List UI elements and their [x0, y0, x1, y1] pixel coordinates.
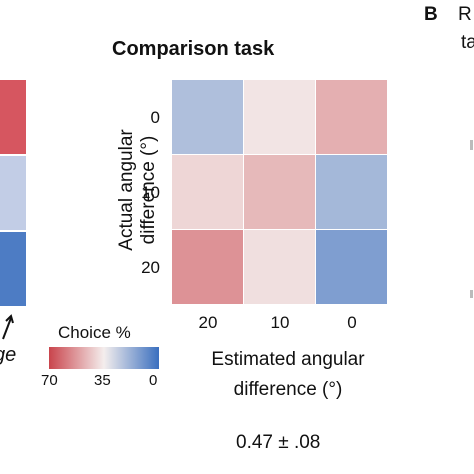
y-tick-label: 10	[141, 182, 160, 202]
heatmap-cell	[316, 155, 387, 229]
left-cropped-italic-text: ge	[0, 344, 17, 366]
x-axis-label: Estimated angular difference (°)	[211, 349, 365, 400]
heatmap-grid	[172, 80, 388, 305]
colorbar-tick-70: 70	[41, 372, 58, 389]
right-cropped-mark-1	[470, 140, 473, 150]
heatmap-cell	[172, 80, 243, 154]
heatmap-cell	[316, 230, 387, 304]
x-tick-label: 0	[347, 313, 357, 332]
x-tick-label: 20	[198, 313, 218, 332]
heatmap-cell	[172, 155, 243, 229]
chart-title: Comparison task	[112, 38, 275, 60]
heatmap-cell	[244, 80, 315, 154]
y-tick-label: 0	[150, 107, 160, 127]
heatmap-cell	[244, 155, 315, 229]
colorbar-tick-0: 0	[149, 372, 158, 389]
right-cropped-text-2: ta	[461, 32, 474, 53]
heatmap-cell	[244, 230, 315, 304]
colorbar	[49, 347, 159, 369]
heatmap-cell	[316, 80, 387, 154]
y-tick-label: 20	[141, 257, 160, 277]
right-cropped-mark-2	[470, 290, 473, 298]
left-partial-cell	[0, 156, 26, 230]
stat-value: 0.47 ± .08	[236, 432, 321, 453]
heatmap-cell	[172, 230, 243, 304]
panel-label: B	[424, 4, 438, 25]
arrow-icon	[2, 314, 14, 340]
left-partial-cell	[0, 232, 26, 306]
legend-title: Choice %	[58, 323, 131, 342]
colorbar-tick-35: 35	[94, 372, 111, 389]
left-partial-cell	[0, 80, 26, 154]
right-cropped-text-1: R	[458, 4, 472, 25]
x-tick-label: 10	[270, 313, 290, 332]
